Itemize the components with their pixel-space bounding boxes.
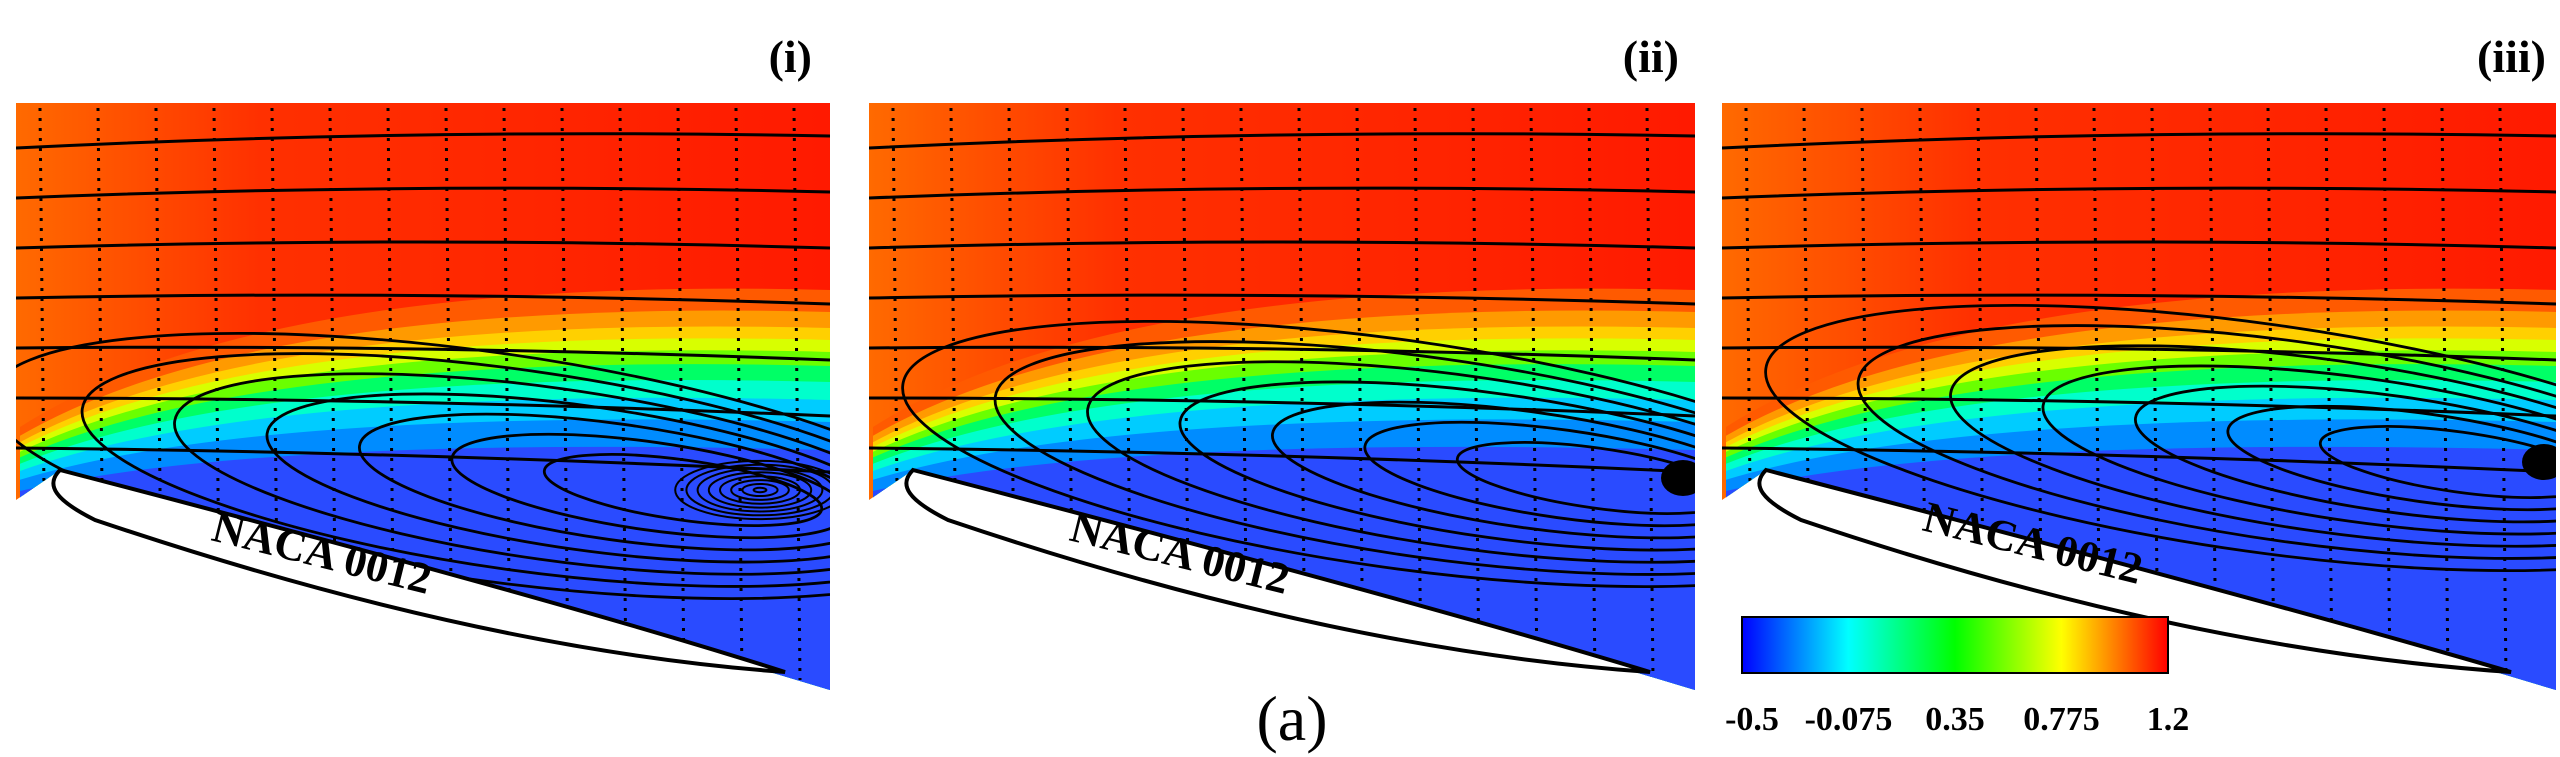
recirculation-streamline	[1764, 303, 2556, 573]
airfoil	[1757, 467, 2512, 674]
recirculation-streamline	[1949, 344, 2556, 548]
recirculation-streamline	[1271, 400, 1695, 540]
colorbar-tick-label: 0.775	[2023, 701, 2100, 738]
figure-caption: (a)	[1256, 683, 1327, 754]
airfoil	[904, 467, 1651, 674]
vortex-core	[719, 475, 801, 505]
recirculation-streamline	[2318, 425, 2556, 499]
recirculation-streamline	[1363, 420, 1695, 528]
streamline	[869, 293, 1695, 306]
colorbar: -0.5 -0.075 0.35 0.775 1.2	[1725, 616, 2189, 738]
vortex-core	[685, 463, 830, 517]
vortex-core	[730, 479, 790, 501]
panel-label: (ii)	[1623, 31, 1679, 82]
streamline	[869, 396, 1695, 418]
recirculation-streamline	[173, 372, 830, 576]
recirculation-streamline	[358, 412, 830, 552]
panel-label: (i)	[769, 31, 812, 82]
streamline	[16, 186, 830, 200]
streamline	[1722, 396, 2556, 418]
colorbar-tick-label: 1.2	[2147, 701, 2190, 738]
recirculation-streamline	[265, 392, 830, 564]
velocity-field	[16, 103, 830, 690]
streamline	[16, 132, 830, 150]
recirculation-streamline	[901, 319, 1695, 589]
recirculation-streamline	[1178, 380, 1695, 552]
panel-label: (iii)	[2477, 31, 2546, 82]
recirculation-streamline	[2226, 404, 2556, 512]
streamline	[869, 186, 1695, 200]
streamline	[1722, 293, 2556, 306]
recirculation-streamline	[1856, 324, 2556, 560]
streamline	[1722, 240, 2556, 250]
recirculation-streamline	[80, 352, 830, 588]
streamline	[869, 446, 1695, 474]
airfoil	[51, 467, 786, 674]
vortex-core	[752, 486, 768, 494]
streamline	[869, 132, 1695, 150]
recirculation-streamline	[1455, 441, 1695, 515]
streamline	[1722, 446, 2556, 474]
recirculation-streamline	[450, 432, 830, 540]
colorbar-ticks: -0.5 -0.075 0.35 0.775 1.2	[1725, 701, 2189, 738]
vortex-core	[741, 482, 779, 498]
streamline	[869, 345, 1695, 362]
vortex-core	[1661, 460, 1695, 496]
streamline	[1722, 132, 2556, 150]
recirculation-streamline	[993, 340, 1695, 576]
panel-1: (i) NACA 0012	[16, 31, 830, 690]
streamline	[16, 240, 830, 250]
vortex-core	[707, 471, 813, 509]
recirculation-streamline	[2134, 384, 2556, 524]
streamline	[869, 240, 1695, 250]
colorbar-tick-label: 0.35	[1925, 701, 1985, 738]
streamline	[1722, 186, 2556, 200]
vortex-core	[2522, 444, 2556, 480]
streamline	[16, 345, 830, 362]
streamline	[16, 396, 830, 418]
recirculation-streamline	[2041, 364, 2556, 536]
colorbar-gradient	[1741, 616, 2169, 674]
vortex-core	[696, 467, 824, 513]
streamline	[1722, 345, 2556, 362]
colorbar-tick-label: -0.075	[1805, 701, 1893, 738]
colorbar-tick-label: -0.5	[1725, 701, 1779, 738]
recirculation-streamline	[1086, 360, 1695, 564]
streamline	[16, 293, 830, 306]
vortex-core	[674, 459, 830, 521]
